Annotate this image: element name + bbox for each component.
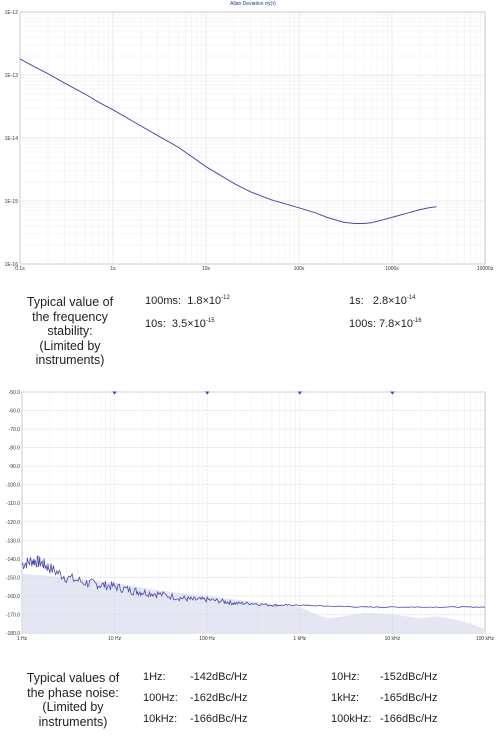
- stability-label-line: (Limited by: [39, 338, 101, 353]
- frequency-marker: [205, 391, 210, 395]
- y-tick-label: -160.0: [6, 594, 20, 600]
- y-tick-label: -130.0: [6, 538, 20, 544]
- phase-noise-value-10hz: -152dBc/Hz: [380, 671, 438, 683]
- phase-noise-name-100hz: 100Hz:: [143, 692, 178, 704]
- y-tick-label: 1E-14: [5, 136, 19, 142]
- grid: [21, 391, 485, 634]
- x-tick-label: 1000s: [385, 266, 399, 272]
- stability-name: 100s: [349, 318, 373, 330]
- stability-value-10s: 10s: 3.5×10-15: [145, 318, 215, 330]
- y-tick-label: 1E-12: [5, 10, 19, 16]
- y-tick-label: -60.0: [9, 409, 21, 415]
- phase-noise-line: [21, 555, 486, 608]
- phase-noise-label-line: the phase noise:: [27, 685, 119, 700]
- stability-label-line: stability:: [47, 324, 93, 338]
- x-tick-label: 10000s: [477, 266, 494, 272]
- phase-noise-name-100khz: 100kHz:: [331, 713, 372, 725]
- phase-noise-name-10khz: 10kHz:: [143, 713, 178, 725]
- phase-noise-value-100khz: -166dBc/Hz: [380, 713, 438, 725]
- noise-floor-area: [22, 573, 485, 633]
- stability-mantissa: 1.8×10: [187, 295, 222, 307]
- y-tick-label: -100.0: [6, 483, 20, 489]
- stability-name: 1s: [349, 295, 361, 307]
- x-tick-label: 0.1s: [15, 266, 25, 272]
- x-tick-label: 1 kHz: [293, 636, 306, 642]
- phase-noise-name-1hz: 1Hz:: [143, 671, 166, 683]
- phase-noise-label: Typical values of the phase noise: (Limi…: [18, 671, 128, 729]
- phase-noise-label-line: (Limited by: [42, 700, 104, 714]
- x-tick-label: 100 kHz: [476, 636, 495, 642]
- stability-exponent: -15: [205, 318, 215, 324]
- stability-value-100ms: 100ms: 1.8×10-12: [145, 295, 230, 307]
- stability-mantissa: 2.8×10: [372, 295, 407, 307]
- frequency-markers: [112, 391, 395, 395]
- x-tick-labels: 0.1s 1s 10s 100s 1000s 10000s: [15, 266, 493, 272]
- phase-noise-value-1khz: -165dBc/Hz: [380, 692, 438, 704]
- allan-deviation-line: [19, 58, 437, 224]
- y-tick-label: -70.0: [9, 427, 21, 433]
- x-tick-label: 1 Hz: [17, 636, 28, 642]
- stability-value-100s: 100s: 7.8×10-16: [349, 318, 422, 330]
- y-tick-labels: 1E-12 1E-13 1E-14 1E-15 1E-16: [5, 10, 19, 268]
- x-tick-label: 100s: [294, 266, 305, 272]
- y-tick-label: 1E-16: [5, 262, 19, 268]
- y-tick-label: -140.0: [6, 557, 20, 563]
- stability-name: 10s: [145, 318, 163, 330]
- stability-label-line: the frequency: [32, 309, 108, 324]
- x-tick-label: 1s: [110, 266, 116, 272]
- x-tick-label: 10 kHz: [385, 636, 401, 642]
- phase-noise-value-100hz: -162dBc/Hz: [190, 692, 248, 704]
- y-tick-labels: -50.0 -60.0 -70.0 -80.0 -90.0 -100.0 -110.0 -12…: [6, 390, 20, 637]
- stability-value-1s: 1s: 2.8×10-14: [349, 295, 416, 307]
- y-tick-label: 1E-15: [5, 199, 19, 205]
- stability-exponent: -12: [221, 295, 230, 301]
- x-tick-label: 10 Hz: [108, 636, 122, 642]
- phase-noise-name-10hz: 10Hz:: [331, 671, 360, 683]
- y-tick-label: -150.0: [6, 575, 20, 581]
- grid: [19, 12, 485, 265]
- phase-noise-label-line: Typical values of: [26, 671, 120, 685]
- y-tick-label: -110.0: [6, 501, 20, 507]
- stability-mantissa: 3.5×10: [171, 318, 206, 330]
- x-tick-labels: 1 Hz 10 Hz 100 Hz 1 kHz 10 kHz 100 kHz: [17, 636, 495, 642]
- y-tick-label: -80.0: [9, 446, 21, 452]
- stability-name: 100ms: [145, 295, 179, 307]
- chart-title: Allan Deviation σy(τ): [230, 1, 276, 7]
- phase-noise-value-10khz: -166dBc/Hz: [190, 713, 248, 725]
- y-tick-label: -90.0: [9, 464, 21, 470]
- frequency-marker: [297, 391, 302, 395]
- allan-deviation-chart: Allan Deviation σy(τ) 1E-121E-131E-141E-…: [5, 1, 494, 272]
- y-tick-label: -120.0: [6, 520, 20, 526]
- stability-label-line: instruments): [35, 353, 105, 367]
- phase-noise-label-line: instruments): [38, 714, 108, 729]
- stability-exponent: -14: [406, 295, 416, 301]
- y-tick-label: -180.0: [6, 631, 20, 637]
- phase-noise-value-1hz: -142dBc/Hz: [190, 671, 248, 683]
- frequency-marker: [390, 391, 395, 395]
- stability-exponent: -16: [412, 318, 422, 324]
- y-tick-label: -50.0: [9, 390, 21, 396]
- stability-label-line: Typical value of: [26, 295, 114, 309]
- stability-mantissa: 7.8×10: [378, 318, 413, 330]
- y-tick-label: 1E-13: [5, 73, 19, 79]
- x-tick-label: 100 Hz: [199, 636, 215, 642]
- y-tick-label: -170.0: [6, 612, 20, 618]
- stability-label: Typical value of the frequency stability…: [18, 295, 122, 368]
- frequency-marker: [112, 391, 117, 395]
- phase-noise-name-1khz: 1kHz:: [331, 692, 360, 704]
- phase-noise-chart: -50.0 -60.0 -70.0 -80.0 -90.0 -100.0 -110.0 -12…: [6, 390, 495, 642]
- x-tick-label: 10s: [202, 266, 211, 272]
